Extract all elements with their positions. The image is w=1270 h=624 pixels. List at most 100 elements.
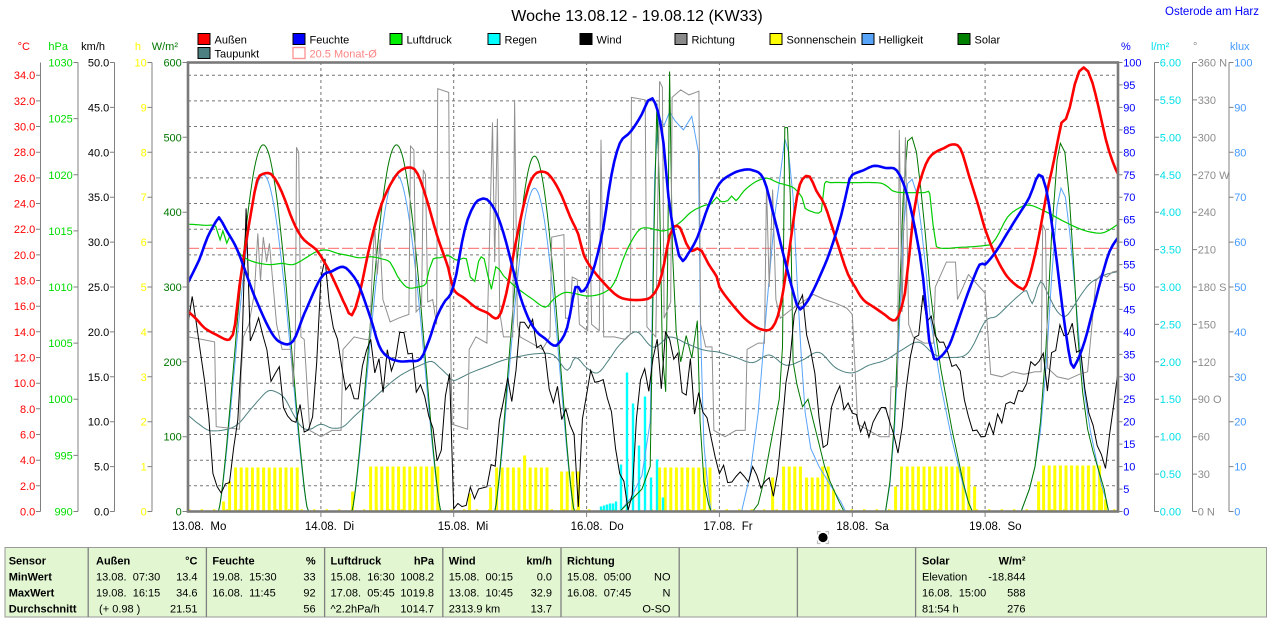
svg-text:NO: NO (654, 572, 671, 584)
svg-text:65: 65 (1123, 215, 1135, 227)
svg-text:1008.2: 1008.2 (400, 572, 434, 584)
svg-text:klux: klux (1230, 41, 1250, 53)
svg-text:20: 20 (1234, 417, 1246, 429)
svg-text:Sonnenschein: Sonnenschein (787, 35, 857, 47)
svg-text:18.08. Sa: 18.08. Sa (836, 521, 889, 533)
svg-text:hPa: hPa (48, 41, 68, 53)
svg-text:40.0: 40.0 (88, 147, 109, 159)
svg-text:10: 10 (135, 58, 147, 70)
svg-text:100: 100 (1123, 58, 1141, 70)
svg-text:100: 100 (1234, 58, 1252, 70)
svg-text:2.00: 2.00 (1160, 357, 1181, 369)
svg-text:75: 75 (1123, 170, 1135, 182)
svg-text:7: 7 (141, 192, 147, 204)
svg-text:13.7: 13.7 (531, 604, 552, 616)
svg-text:15.08. 00:15: 15.08. 00:15 (449, 572, 513, 584)
svg-text:24.0: 24.0 (14, 199, 35, 211)
svg-text:13.08. 07:30: 13.08. 07:30 (96, 572, 160, 584)
svg-text:km/h: km/h (526, 556, 552, 568)
svg-text:92: 92 (303, 588, 315, 600)
svg-text:Osterode am Harz: Osterode am Harz (1165, 6, 1259, 18)
svg-text:21.51: 21.51 (170, 604, 198, 616)
svg-text:95: 95 (1123, 80, 1135, 92)
svg-text:17.08. Fr: 17.08. Fr (703, 521, 752, 533)
svg-text:W/m²: W/m² (999, 556, 1026, 568)
svg-text:60: 60 (1123, 237, 1135, 249)
svg-text:1010: 1010 (48, 282, 72, 294)
svg-text:60: 60 (1234, 237, 1246, 249)
svg-text:5.0: 5.0 (94, 462, 109, 474)
svg-text:30.0: 30.0 (14, 122, 35, 134)
svg-text:15.0: 15.0 (88, 372, 109, 384)
svg-text:330: 330 (1198, 95, 1216, 107)
svg-text:-18.844: -18.844 (988, 572, 1025, 584)
svg-text:34.0: 34.0 (14, 70, 35, 82)
svg-text:32.9: 32.9 (531, 588, 552, 600)
svg-text:1030: 1030 (48, 58, 72, 70)
svg-text:Wind: Wind (449, 556, 476, 568)
svg-text:2.50: 2.50 (1160, 319, 1181, 331)
svg-text:990: 990 (54, 507, 72, 519)
svg-text:8.0: 8.0 (20, 404, 35, 416)
svg-text:70: 70 (1123, 192, 1135, 204)
svg-text:MinWert: MinWert (9, 572, 53, 584)
svg-text:Feuchte: Feuchte (212, 556, 254, 568)
svg-text:33: 33 (303, 572, 315, 584)
svg-text:Richtung: Richtung (567, 556, 615, 568)
svg-text:0: 0 (176, 507, 182, 519)
svg-text:15.08. Mi: 15.08. Mi (438, 521, 489, 533)
svg-text:Richtung: Richtung (692, 35, 735, 47)
svg-text:300: 300 (1198, 132, 1216, 144)
svg-text:Durchschnitt: Durchschnitt (9, 604, 77, 616)
svg-text:MaxWert: MaxWert (9, 588, 55, 600)
svg-text:°C: °C (18, 41, 30, 53)
svg-text:10.0: 10.0 (14, 378, 35, 390)
svg-text:5.00: 5.00 (1160, 132, 1181, 144)
svg-text:18.0: 18.0 (14, 276, 35, 288)
svg-text:^2.2hPa/h: ^2.2hPa/h (331, 604, 380, 616)
svg-text:995: 995 (54, 450, 72, 462)
svg-text:Luftdruck: Luftdruck (407, 35, 453, 47)
svg-text:10.0: 10.0 (88, 417, 109, 429)
svg-text:90: 90 (1234, 102, 1246, 114)
svg-text:25.0: 25.0 (88, 282, 109, 294)
svg-text:1020: 1020 (48, 170, 72, 182)
svg-text:1025: 1025 (48, 114, 72, 126)
svg-text:16.08. 15:00: 16.08. 15:00 (922, 588, 986, 600)
svg-text:22.0: 22.0 (14, 224, 35, 236)
svg-text:0: 0 (1234, 507, 1240, 519)
svg-text:°C: °C (185, 556, 197, 568)
svg-text:4: 4 (141, 327, 147, 339)
svg-text:3.00: 3.00 (1160, 282, 1181, 294)
svg-text:6.00: 6.00 (1160, 58, 1181, 70)
svg-text:14.08. Di: 14.08. Di (305, 521, 354, 533)
svg-text:1: 1 (141, 462, 147, 474)
svg-text:150: 150 (1198, 319, 1216, 331)
svg-text:20.5 Monat-Ø: 20.5 Monat-Ø (310, 49, 378, 61)
svg-text:5.50: 5.50 (1160, 95, 1181, 107)
svg-text:210: 210 (1198, 245, 1216, 257)
svg-text:3.50: 3.50 (1160, 245, 1181, 257)
svg-text:200: 200 (163, 357, 181, 369)
svg-text:0.0: 0.0 (20, 507, 35, 519)
svg-text:50: 50 (1234, 282, 1246, 294)
svg-text:19.08. 16:15: 19.08. 16:15 (96, 588, 160, 600)
svg-text:(+ 0.98 ): (+ 0.98 ) (96, 604, 140, 616)
svg-text:12.0: 12.0 (14, 353, 35, 365)
svg-text:15.08. 16:30: 15.08. 16:30 (331, 572, 395, 584)
svg-text:10: 10 (1123, 462, 1135, 474)
svg-text:45: 45 (1123, 304, 1135, 316)
svg-text:13.08. Mo: 13.08. Mo (172, 521, 226, 533)
svg-text:20.0: 20.0 (88, 327, 109, 339)
svg-text:Elevation: Elevation (922, 572, 967, 584)
svg-text:35.0: 35.0 (88, 192, 109, 204)
svg-text:Solar: Solar (922, 556, 950, 568)
svg-text:Außen: Außen (96, 556, 131, 568)
svg-text:45.0: 45.0 (88, 102, 109, 114)
svg-text:O-SO: O-SO (642, 604, 671, 616)
svg-text:13.08. 10:45: 13.08. 10:45 (449, 588, 513, 600)
svg-text:30: 30 (1198, 469, 1210, 481)
svg-text:588: 588 (1007, 588, 1025, 600)
svg-text:28.0: 28.0 (14, 147, 35, 159)
svg-text:100: 100 (163, 432, 181, 444)
